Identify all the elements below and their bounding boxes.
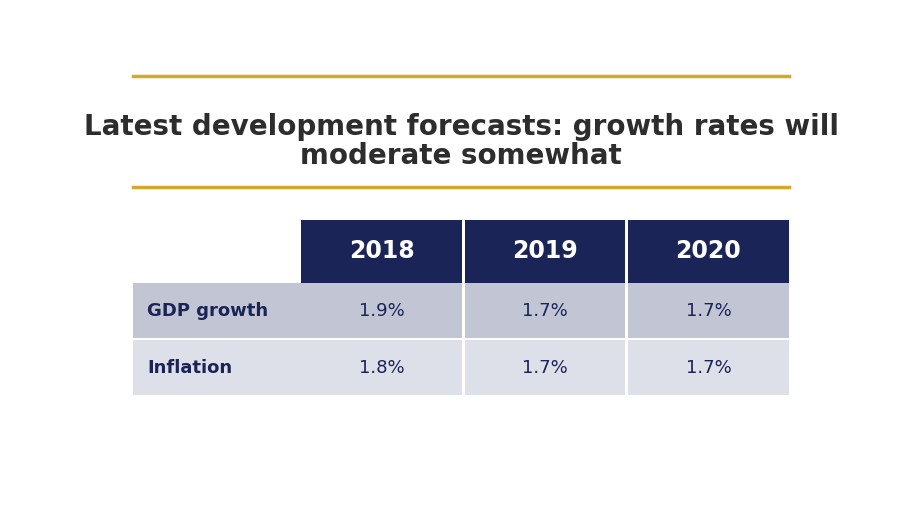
FancyBboxPatch shape	[465, 340, 625, 395]
Text: 1.8%: 1.8%	[359, 359, 404, 377]
FancyBboxPatch shape	[627, 340, 789, 395]
FancyBboxPatch shape	[301, 220, 463, 283]
FancyBboxPatch shape	[465, 283, 625, 338]
Text: moderate somewhat: moderate somewhat	[301, 142, 622, 170]
FancyBboxPatch shape	[627, 220, 789, 283]
Text: 1.7%: 1.7%	[522, 359, 568, 377]
Text: 1.7%: 1.7%	[522, 302, 568, 320]
FancyBboxPatch shape	[301, 340, 463, 395]
Text: 1.9%: 1.9%	[358, 302, 404, 320]
FancyBboxPatch shape	[465, 220, 625, 283]
Text: Latest development forecasts: growth rates will: Latest development forecasts: growth rat…	[84, 113, 839, 142]
FancyBboxPatch shape	[133, 283, 301, 338]
Text: 2018: 2018	[348, 239, 414, 263]
FancyBboxPatch shape	[301, 283, 463, 338]
FancyBboxPatch shape	[627, 283, 789, 338]
Text: 2020: 2020	[676, 239, 742, 263]
FancyBboxPatch shape	[133, 340, 301, 395]
Text: GDP growth: GDP growth	[148, 302, 268, 320]
Text: 1.7%: 1.7%	[686, 359, 732, 377]
Text: Inflation: Inflation	[148, 359, 232, 377]
Text: 2019: 2019	[512, 239, 578, 263]
Text: 1.7%: 1.7%	[686, 302, 732, 320]
